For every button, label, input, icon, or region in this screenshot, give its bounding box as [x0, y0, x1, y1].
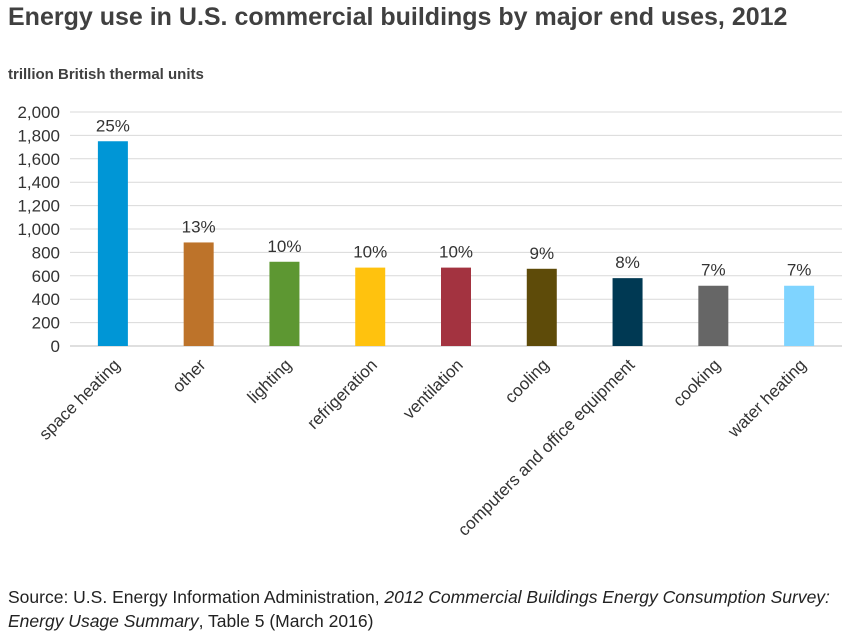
bar	[612, 278, 643, 346]
bar	[97, 141, 128, 346]
bar	[183, 242, 214, 346]
data-label: 10%	[439, 243, 473, 262]
data-label: 7%	[701, 261, 726, 280]
y-tick-label: 200	[32, 314, 60, 333]
source-report-title: 2012 Commercial Buildings Energy Consump…	[8, 587, 830, 631]
source-suffix: , Table 5 (March 2016)	[198, 611, 374, 631]
y-tick-label: 800	[32, 243, 60, 262]
bar-chart: 0 200 400 600 800 1,000 1,200 1,400 1,600 1,800 2,…	[17, 103, 842, 540]
bar	[269, 261, 300, 346]
x-axis-category-labels: space heating other lighting refrigeration v…	[35, 355, 810, 540]
x-tick-label: ventilation	[399, 355, 467, 423]
bar	[784, 285, 815, 346]
bar	[526, 268, 557, 346]
y-axis-tick-labels: 0 200 400 600 800 1,000 1,200 1,400 1,600 1,800 2,…	[17, 103, 60, 356]
y-tick-label: 0	[51, 337, 60, 356]
data-label: 10%	[267, 237, 301, 256]
x-tick-label: computers and office equipment	[454, 355, 638, 539]
x-tick-label: space heating	[35, 355, 123, 443]
x-tick-label: cooking	[669, 355, 724, 410]
y-tick-label: 1,000	[17, 220, 60, 239]
x-tick-label: lighting	[244, 355, 296, 407]
x-tick-label: other	[169, 355, 210, 396]
bar	[355, 267, 386, 346]
data-label: 8%	[615, 253, 640, 272]
y-tick-label: 400	[32, 290, 60, 309]
chart-title: Energy use in U.S. commercial buildings …	[8, 3, 788, 31]
data-label: 25%	[96, 116, 130, 135]
data-label: 13%	[182, 217, 216, 236]
data-label: 7%	[787, 261, 812, 280]
data-label: 9%	[529, 244, 554, 263]
chart-subtitle: trillion British thermal units	[8, 66, 204, 83]
data-labels: 25% 13% 10% 10% 10% 9% 8% 7% 7%	[96, 116, 812, 279]
bar	[441, 267, 471, 346]
bars	[97, 141, 815, 346]
x-tick-label: refrigeration	[303, 355, 381, 433]
x-tick-label: water heating	[724, 355, 810, 441]
y-tick-label: 1,400	[17, 173, 60, 192]
y-tick-label: 600	[32, 267, 60, 286]
y-tick-label: 1,200	[17, 197, 60, 216]
y-tick-label: 1,800	[17, 126, 60, 145]
y-tick-label: 1,600	[17, 150, 60, 169]
source-prefix: Source: U.S. Energy Information Administ…	[8, 587, 385, 607]
x-tick-label: cooling	[501, 355, 553, 407]
y-tick-label: 2,000	[17, 103, 60, 122]
bar	[698, 285, 729, 346]
data-label: 10%	[353, 243, 387, 262]
source-note: Source: U.S. Energy Information Administ…	[8, 585, 838, 633]
